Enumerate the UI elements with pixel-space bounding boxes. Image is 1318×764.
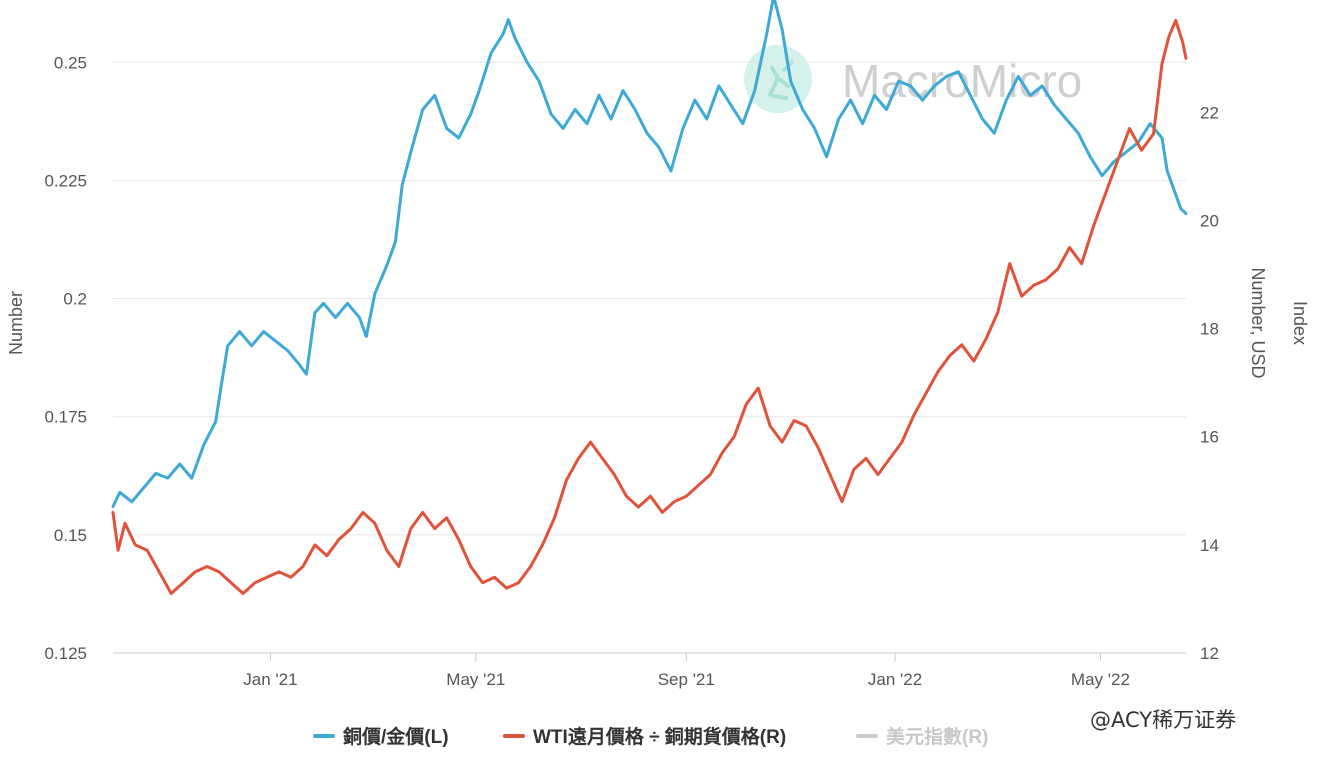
grid bbox=[113, 61, 1186, 536]
left-tick-label: 0.225 bbox=[44, 171, 87, 190]
x-tick-label: Jan '22 bbox=[868, 670, 922, 689]
legend-swatch bbox=[503, 733, 525, 738]
right-tick-label: 14 bbox=[1200, 536, 1219, 555]
left-axis-title: Number bbox=[6, 291, 26, 355]
series-line-copper-gold bbox=[111, 0, 1188, 508]
x-tick-label: Sep '21 bbox=[658, 670, 715, 689]
legend-label: 美元指數(R) bbox=[886, 727, 989, 748]
legend-label: 銅價/金價(L) bbox=[343, 727, 449, 748]
legend-swatch bbox=[313, 733, 335, 738]
x-tick-label: May '21 bbox=[446, 670, 505, 689]
legend-swatch bbox=[856, 733, 878, 738]
right-tick-label: 20 bbox=[1200, 211, 1219, 230]
runner-icon bbox=[768, 60, 794, 100]
right-axis-title-1: Number, USD bbox=[1248, 267, 1268, 378]
left-tick-label: 0.175 bbox=[44, 408, 87, 427]
series-group bbox=[111, 0, 1188, 595]
x-axis: Jan '21 May '21 Sep '21 Jan '22 May '22 bbox=[113, 652, 1186, 689]
series-line-wti-copper bbox=[111, 18, 1188, 595]
left-tick-label: 0.125 bbox=[44, 644, 87, 663]
left-axis: 0.25 0.225 0.2 0.175 0.15 0.125 bbox=[44, 53, 87, 663]
left-tick-label: 0.15 bbox=[54, 526, 87, 545]
watermark: MacroMicro bbox=[744, 45, 1082, 113]
right-tick-label: 22 bbox=[1200, 103, 1219, 122]
left-tick-label: 0.2 bbox=[63, 290, 87, 309]
legend: 銅價/金價(L) WTI遠月價格 ÷ 銅期貨價格(R) 美元指數(R) bbox=[0, 722, 1318, 752]
left-tick-label: 0.25 bbox=[54, 53, 87, 72]
right-tick-label: 12 bbox=[1200, 644, 1219, 663]
x-tick-label: May '22 bbox=[1071, 670, 1130, 689]
right-tick-label: 18 bbox=[1200, 320, 1219, 339]
right-tick-label: 16 bbox=[1200, 428, 1219, 447]
legend-item-copper-gold[interactable]: 銅價/金價(L) bbox=[313, 722, 449, 749]
right-axis-title-2: Index bbox=[1290, 301, 1310, 345]
legend-label: WTI遠月價格 ÷ 銅期貨價格(R) bbox=[533, 727, 787, 748]
right-axis: 22 20 18 16 14 12 bbox=[1200, 103, 1219, 663]
legend-item-wti-copper[interactable]: WTI遠月價格 ÷ 銅期貨價格(R) bbox=[503, 722, 786, 749]
x-tick-label: Jan '21 bbox=[243, 670, 297, 689]
credit-watermark: @ACY稀万证券 bbox=[1090, 708, 1237, 732]
legend-item-dollar-index[interactable]: 美元指數(R) bbox=[856, 722, 988, 749]
